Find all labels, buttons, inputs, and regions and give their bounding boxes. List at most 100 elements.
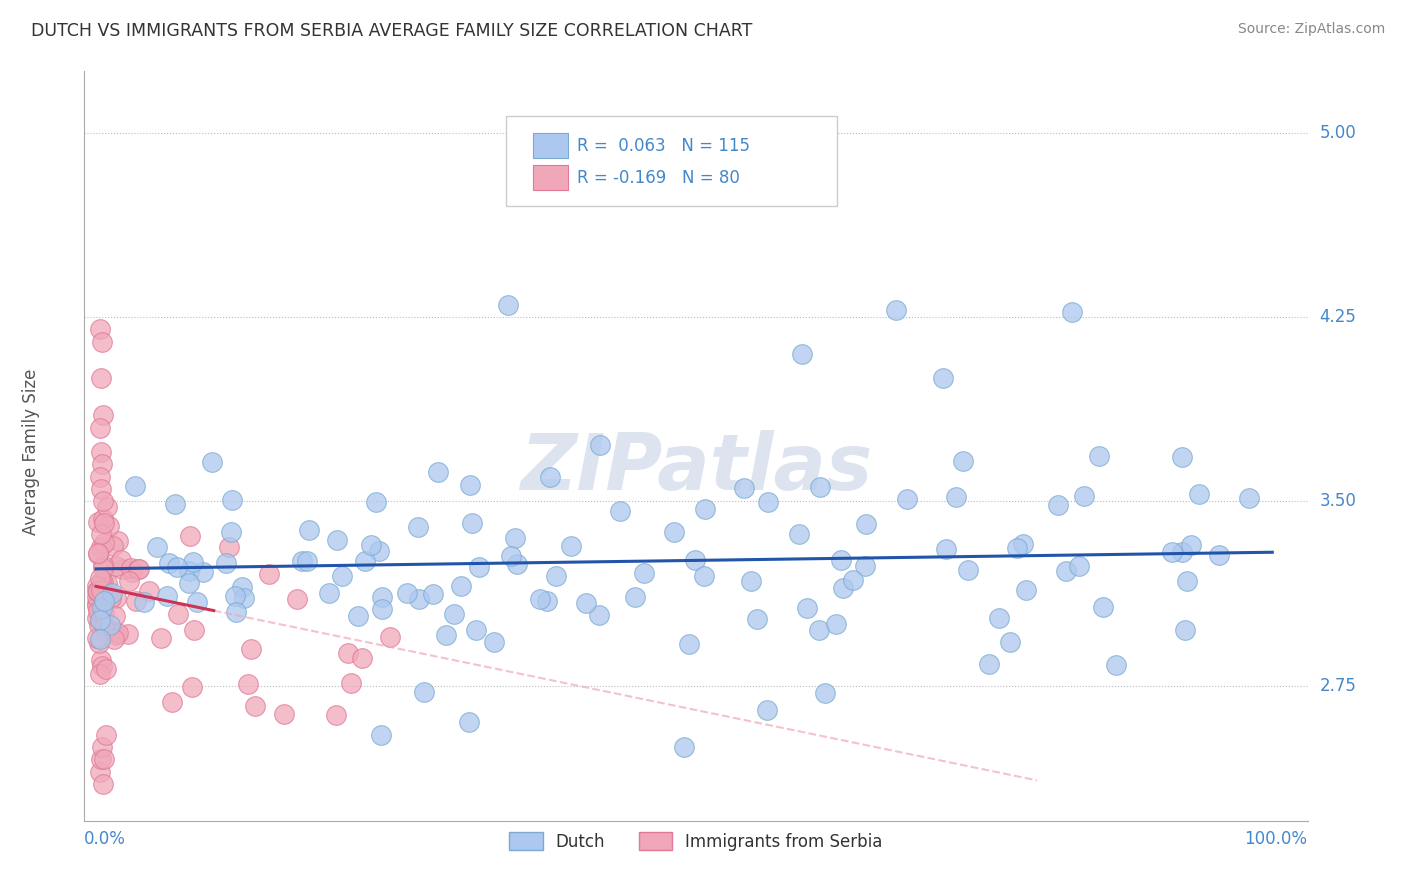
Point xyxy=(747,612,769,626)
Point xyxy=(796,601,818,615)
Point xyxy=(434,628,457,642)
Point xyxy=(740,574,762,588)
Point xyxy=(1005,541,1028,555)
Point xyxy=(150,631,173,645)
Point xyxy=(103,625,125,640)
Point xyxy=(678,636,700,650)
Point xyxy=(104,558,127,573)
Bar xyxy=(533,165,568,190)
Point xyxy=(87,515,110,529)
Point xyxy=(86,611,108,625)
Point xyxy=(259,567,281,582)
Point xyxy=(693,502,716,516)
Point xyxy=(468,560,491,574)
Point xyxy=(91,601,114,615)
Point xyxy=(1160,544,1182,558)
Point xyxy=(110,553,132,567)
Point xyxy=(1067,558,1090,573)
Point xyxy=(422,587,444,601)
Point xyxy=(89,571,111,585)
Point xyxy=(89,632,111,647)
Point xyxy=(89,667,111,681)
Point xyxy=(89,322,111,336)
Point xyxy=(529,591,551,606)
Point xyxy=(103,539,125,553)
Point xyxy=(575,596,598,610)
Point xyxy=(90,752,112,766)
Point xyxy=(1180,538,1202,552)
Point xyxy=(117,627,139,641)
Point xyxy=(1170,450,1192,464)
Point xyxy=(91,560,114,574)
Point xyxy=(371,601,394,615)
Point xyxy=(1237,491,1260,505)
Point xyxy=(93,620,115,634)
Point xyxy=(337,646,360,660)
Point xyxy=(664,524,686,539)
Text: 5.00: 5.00 xyxy=(1319,124,1357,142)
Text: 3.50: 3.50 xyxy=(1319,492,1357,510)
Point xyxy=(236,676,259,690)
Point xyxy=(560,539,582,553)
Point xyxy=(214,556,236,570)
Text: 100.0%: 100.0% xyxy=(1244,830,1308,848)
Text: ZIPatlas: ZIPatlas xyxy=(520,431,872,507)
Point xyxy=(318,585,340,599)
Point xyxy=(90,574,112,588)
Point xyxy=(291,554,314,568)
Point xyxy=(104,591,127,605)
Point xyxy=(96,500,118,515)
Point xyxy=(233,591,256,606)
Point xyxy=(89,469,111,483)
Point xyxy=(1062,305,1084,319)
Point xyxy=(218,541,240,555)
Point xyxy=(367,544,389,558)
Point xyxy=(1208,548,1230,562)
Point xyxy=(225,606,247,620)
Point xyxy=(273,706,295,721)
Bar xyxy=(533,133,568,158)
Point xyxy=(633,566,655,580)
Point xyxy=(352,651,374,665)
Point xyxy=(90,575,112,590)
Point xyxy=(330,568,353,582)
Point xyxy=(96,588,118,602)
Point xyxy=(86,584,108,599)
Point xyxy=(370,590,392,604)
Point xyxy=(503,531,526,545)
Point xyxy=(378,630,401,644)
Point xyxy=(413,685,436,699)
Point xyxy=(86,579,108,593)
Point xyxy=(855,517,877,532)
Point xyxy=(347,608,370,623)
Point xyxy=(219,524,242,539)
Point xyxy=(1012,537,1035,551)
Point xyxy=(87,604,110,618)
Point xyxy=(370,728,392,742)
Point xyxy=(464,623,486,637)
Point xyxy=(107,534,129,549)
Point xyxy=(221,493,243,508)
Point xyxy=(91,558,114,572)
Point xyxy=(395,586,418,600)
Text: R =  0.063   N = 115: R = 0.063 N = 115 xyxy=(578,136,751,154)
Point xyxy=(830,552,852,566)
Point xyxy=(1188,487,1211,501)
Point xyxy=(1015,582,1038,597)
Point xyxy=(181,680,204,694)
Point xyxy=(90,653,112,667)
Point xyxy=(790,347,813,361)
Text: DUTCH VS IMMIGRANTS FROM SERBIA AVERAGE FAMILY SIZE CORRELATION CHART: DUTCH VS IMMIGRANTS FROM SERBIA AVERAGE … xyxy=(31,22,752,40)
Point xyxy=(89,420,111,434)
Point xyxy=(589,438,612,452)
Point xyxy=(179,564,201,578)
Point xyxy=(90,582,112,597)
Point xyxy=(125,594,148,608)
Point xyxy=(120,561,142,575)
Point xyxy=(956,563,979,577)
Point xyxy=(340,675,363,690)
Point xyxy=(354,554,377,568)
Point xyxy=(93,575,115,590)
Point xyxy=(132,595,155,609)
Point xyxy=(814,686,837,700)
